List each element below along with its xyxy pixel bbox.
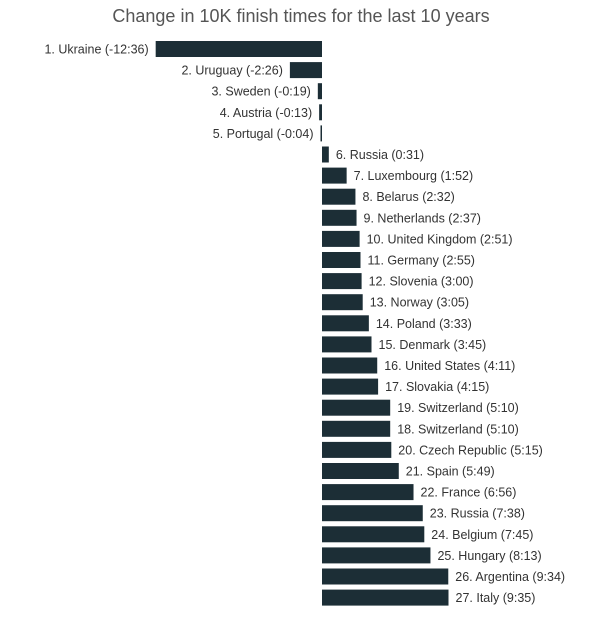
bar-label-22: 22. France (6:56) bbox=[421, 486, 517, 500]
bar-label-13: 13. Norway (3:05) bbox=[370, 296, 469, 310]
bar-21 bbox=[322, 463, 399, 479]
bar-labels-group: 1. Ukraine (-12:36) 2. Uruguay (-2:26) 3. … bbox=[44, 43, 565, 606]
bar-26 bbox=[322, 568, 449, 585]
bar-13 bbox=[322, 294, 363, 311]
bar-10 bbox=[322, 230, 360, 247]
bar-label-4: 4. Austria (-0:13) bbox=[220, 106, 312, 120]
bar-label-12: 12. Slovenia (3:00) bbox=[369, 275, 474, 289]
bar-17 bbox=[322, 378, 379, 395]
bar-8 bbox=[322, 188, 356, 205]
bar-label-16: 16. United States (4:11) bbox=[384, 359, 515, 373]
bar-19 bbox=[322, 420, 391, 437]
bar-label-14: 14. Poland (3:33) bbox=[376, 317, 472, 331]
bar-label-26: 26. Argentina (9:34) bbox=[455, 570, 565, 584]
bar-1 bbox=[155, 41, 322, 57]
bar-11 bbox=[322, 252, 361, 268]
bar-label-9: 9. Netherlands (2:37) bbox=[364, 211, 481, 225]
bar-label-2: 2. Uruguay (-2:26) bbox=[181, 64, 282, 78]
bar-label-11: 11. Germany (2:55) bbox=[368, 254, 475, 268]
bar-label-21: 21. Spain (5:49) bbox=[406, 465, 495, 479]
chart-title: Change in 10K finish times for the last … bbox=[112, 6, 489, 26]
bar-label-8: 8. Belarus (2:32) bbox=[362, 190, 454, 204]
bar-label-24: 24. Belgium (7:45) bbox=[431, 528, 533, 542]
bar-label-20: 20. Czech Republic (5:15) bbox=[398, 443, 543, 457]
bar-9 bbox=[322, 209, 357, 226]
bar-25 bbox=[322, 547, 431, 564]
bar-24 bbox=[322, 526, 425, 543]
bars-group bbox=[155, 41, 449, 606]
bar-label-6: 6. Russia (0:31) bbox=[336, 148, 424, 162]
bar-label-3: 3. Sweden (-0:19) bbox=[211, 85, 310, 99]
bar-27 bbox=[322, 589, 449, 606]
bar-18 bbox=[322, 399, 391, 416]
bar-14 bbox=[322, 315, 369, 332]
bar-15 bbox=[322, 336, 372, 353]
bar-12 bbox=[322, 273, 362, 290]
bar-4 bbox=[319, 104, 322, 121]
bar-2 bbox=[289, 62, 322, 79]
bar-5 bbox=[320, 125, 322, 142]
bar-label-19: 18. Switzerland (5:10) bbox=[397, 422, 519, 436]
bar-7 bbox=[322, 167, 347, 184]
bar-label-27: 27. Italy (9:35) bbox=[456, 591, 536, 605]
bar-label-1: 1. Ukraine (-12:36) bbox=[44, 43, 148, 57]
bar-label-5: 5. Portugal (-0:04) bbox=[213, 127, 314, 141]
bar-label-17: 17. Slovakia (4:15) bbox=[385, 380, 489, 394]
bar-6 bbox=[322, 146, 329, 163]
bar-label-7: 7. Luxembourg (1:52) bbox=[354, 169, 474, 183]
bar-label-10: 10. United Kingdom (2:51) bbox=[367, 232, 513, 246]
bar-label-23: 23. Russia (7:38) bbox=[430, 507, 525, 521]
bar-23 bbox=[322, 505, 423, 522]
bar-label-18: 19. Switzerland (5:10) bbox=[397, 401, 519, 415]
bar-label-25: 25. Hungary (8:13) bbox=[437, 549, 541, 563]
bar-label-15: 15. Denmark (3:45) bbox=[379, 338, 487, 352]
bar-22 bbox=[322, 484, 414, 501]
bar-16 bbox=[322, 357, 378, 374]
bar-20 bbox=[322, 441, 392, 458]
bar-3 bbox=[317, 83, 322, 100]
